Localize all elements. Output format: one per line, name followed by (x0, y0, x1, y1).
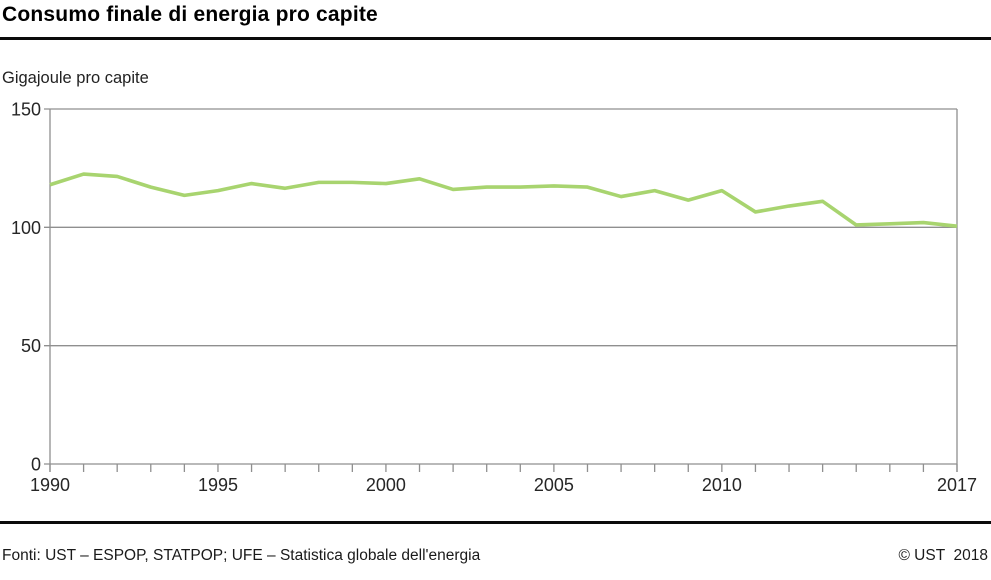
x-tick-label: 2017 (937, 475, 977, 495)
x-tick-label: 1995 (198, 475, 238, 495)
x-tick-label: 2005 (534, 475, 574, 495)
footer-copyright: © UST 2018 (898, 547, 988, 564)
x-tick-label: 2010 (702, 475, 742, 495)
y-tick-label: 0 (31, 455, 41, 475)
footer-rule (0, 521, 991, 524)
chart-title: Consumo finale di energia pro capite (2, 3, 378, 26)
y-tick-label: 100 (11, 218, 41, 238)
y-tick-label: 50 (21, 336, 41, 356)
x-tick-label: 2000 (366, 475, 406, 495)
y-tick-label: 150 (11, 100, 41, 120)
chart-svg: 0 50 100 150 1990 1995 2000 2005 2010 2017 (11, 100, 977, 496)
y-axis-unit-label: Gigajoule pro capite (2, 69, 149, 87)
x-tick-label: 1990 (30, 475, 70, 495)
data-line (49, 172, 958, 228)
footer-sources: Fonti: UST – ESPOP, STATPOP; UFE – Stati… (2, 547, 481, 564)
title-rule (0, 37, 991, 40)
